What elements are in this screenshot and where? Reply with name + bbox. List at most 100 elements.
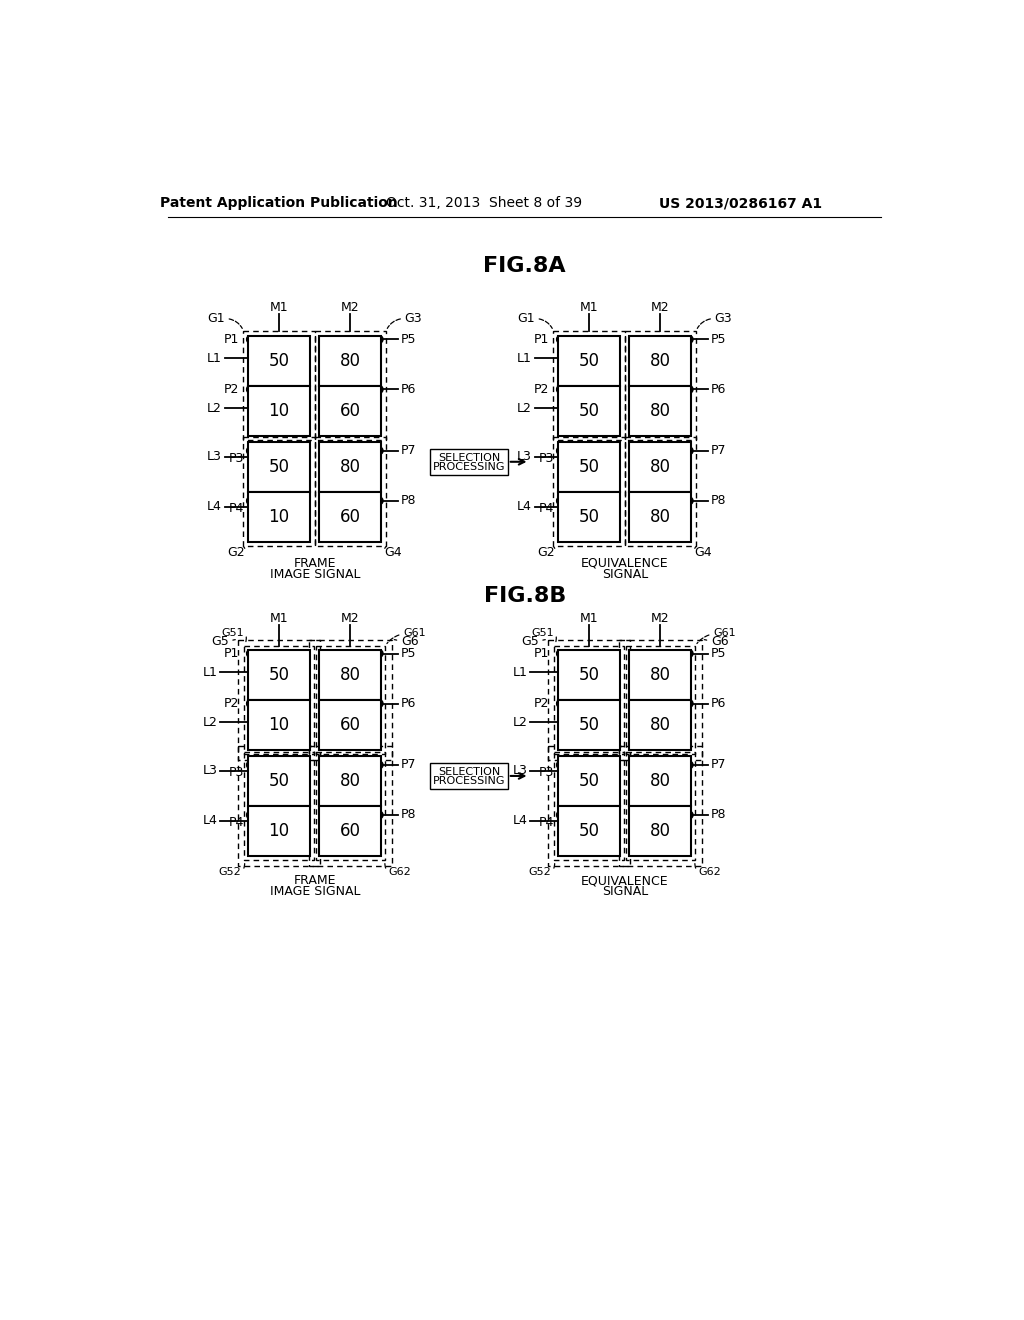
Bar bbox=[625, 437, 696, 546]
Text: G61: G61 bbox=[403, 628, 426, 639]
Text: 50: 50 bbox=[579, 508, 600, 525]
Text: G51: G51 bbox=[221, 628, 245, 639]
Text: 10: 10 bbox=[268, 822, 290, 840]
Bar bbox=[558, 385, 621, 436]
Text: G6: G6 bbox=[711, 635, 728, 648]
Text: 60: 60 bbox=[340, 715, 360, 734]
Bar bbox=[558, 700, 621, 750]
Text: L4: L4 bbox=[207, 500, 222, 513]
Bar bbox=[248, 492, 310, 541]
Text: P3: P3 bbox=[229, 451, 245, 465]
Text: P1: P1 bbox=[223, 333, 239, 346]
Text: M1: M1 bbox=[580, 612, 598, 626]
Text: G4: G4 bbox=[385, 546, 402, 560]
Bar bbox=[309, 640, 391, 760]
Text: IMAGE SIGNAL: IMAGE SIGNAL bbox=[269, 568, 360, 581]
Text: L3: L3 bbox=[207, 450, 222, 463]
Text: L2: L2 bbox=[203, 715, 217, 729]
Text: M1: M1 bbox=[580, 301, 598, 314]
Bar bbox=[319, 442, 381, 492]
Text: P5: P5 bbox=[711, 333, 726, 346]
Text: FRAME: FRAME bbox=[294, 557, 336, 570]
Text: 80: 80 bbox=[650, 772, 671, 789]
Text: 80: 80 bbox=[650, 822, 671, 840]
Text: 50: 50 bbox=[579, 458, 600, 475]
Text: P2: P2 bbox=[534, 383, 549, 396]
Text: L2: L2 bbox=[512, 715, 527, 729]
Text: G62: G62 bbox=[698, 867, 721, 878]
Text: P3: P3 bbox=[539, 766, 554, 779]
Bar bbox=[630, 700, 691, 750]
Text: L1: L1 bbox=[517, 351, 531, 364]
Bar bbox=[248, 756, 310, 807]
Text: P6: P6 bbox=[711, 697, 726, 710]
Text: L2: L2 bbox=[207, 401, 222, 414]
Text: 80: 80 bbox=[340, 772, 360, 789]
Text: 80: 80 bbox=[650, 665, 671, 684]
Text: P4: P4 bbox=[229, 502, 245, 515]
Text: G52: G52 bbox=[528, 867, 551, 878]
Bar bbox=[319, 756, 381, 807]
Text: P4: P4 bbox=[539, 502, 554, 515]
Bar bbox=[554, 331, 625, 441]
Text: P8: P8 bbox=[400, 808, 417, 821]
Text: M1: M1 bbox=[269, 612, 289, 626]
Bar bbox=[238, 746, 321, 866]
Text: EQUIVALENCE: EQUIVALENCE bbox=[581, 874, 669, 887]
Bar bbox=[315, 645, 385, 754]
Text: 80: 80 bbox=[650, 715, 671, 734]
Text: P5: P5 bbox=[400, 333, 417, 346]
Text: 80: 80 bbox=[340, 458, 360, 475]
Bar bbox=[248, 649, 310, 700]
Text: 80: 80 bbox=[650, 508, 671, 525]
Bar bbox=[238, 640, 321, 760]
Text: G5: G5 bbox=[521, 635, 539, 648]
Text: M2: M2 bbox=[651, 301, 670, 314]
Bar bbox=[245, 645, 314, 754]
Text: L3: L3 bbox=[203, 764, 217, 777]
Text: P7: P7 bbox=[711, 445, 726, 457]
Bar bbox=[245, 752, 314, 859]
Text: 50: 50 bbox=[579, 351, 600, 370]
Text: P3: P3 bbox=[229, 766, 245, 779]
Text: IMAGE SIGNAL: IMAGE SIGNAL bbox=[269, 884, 360, 898]
Text: SELECTION: SELECTION bbox=[438, 767, 500, 777]
Text: G3: G3 bbox=[715, 312, 732, 325]
Text: P2: P2 bbox=[223, 383, 239, 396]
Bar bbox=[558, 649, 621, 700]
Text: G62: G62 bbox=[388, 867, 412, 878]
Text: M2: M2 bbox=[651, 612, 670, 626]
Bar bbox=[630, 335, 691, 385]
Text: G61: G61 bbox=[713, 628, 736, 639]
Bar bbox=[554, 645, 624, 754]
Bar bbox=[630, 385, 691, 436]
Text: FIG.8A: FIG.8A bbox=[483, 256, 566, 276]
Text: 80: 80 bbox=[650, 351, 671, 370]
Bar bbox=[314, 331, 386, 441]
Bar bbox=[244, 437, 314, 546]
Text: L4: L4 bbox=[203, 814, 217, 828]
Bar bbox=[309, 746, 391, 866]
Text: P8: P8 bbox=[711, 808, 726, 821]
Bar bbox=[319, 807, 381, 857]
Bar bbox=[430, 763, 508, 789]
Text: Oct. 31, 2013  Sheet 8 of 39: Oct. 31, 2013 Sheet 8 of 39 bbox=[386, 197, 583, 210]
Bar bbox=[248, 335, 310, 385]
Bar bbox=[558, 335, 621, 385]
Text: SIGNAL: SIGNAL bbox=[602, 568, 648, 581]
Text: 50: 50 bbox=[268, 665, 290, 684]
Text: FIG.8B: FIG.8B bbox=[483, 586, 566, 606]
Text: P6: P6 bbox=[711, 383, 726, 396]
Bar bbox=[630, 756, 691, 807]
Text: PROCESSING: PROCESSING bbox=[433, 462, 505, 473]
Text: G51: G51 bbox=[531, 628, 554, 639]
Text: 10: 10 bbox=[268, 715, 290, 734]
Text: 50: 50 bbox=[579, 822, 600, 840]
Text: US 2013/0286167 A1: US 2013/0286167 A1 bbox=[658, 197, 822, 210]
Text: G1: G1 bbox=[207, 312, 225, 325]
Text: SIGNAL: SIGNAL bbox=[602, 884, 648, 898]
Bar bbox=[319, 335, 381, 385]
Bar bbox=[248, 700, 310, 750]
Text: PROCESSING: PROCESSING bbox=[433, 776, 505, 787]
Text: M2: M2 bbox=[341, 301, 359, 314]
